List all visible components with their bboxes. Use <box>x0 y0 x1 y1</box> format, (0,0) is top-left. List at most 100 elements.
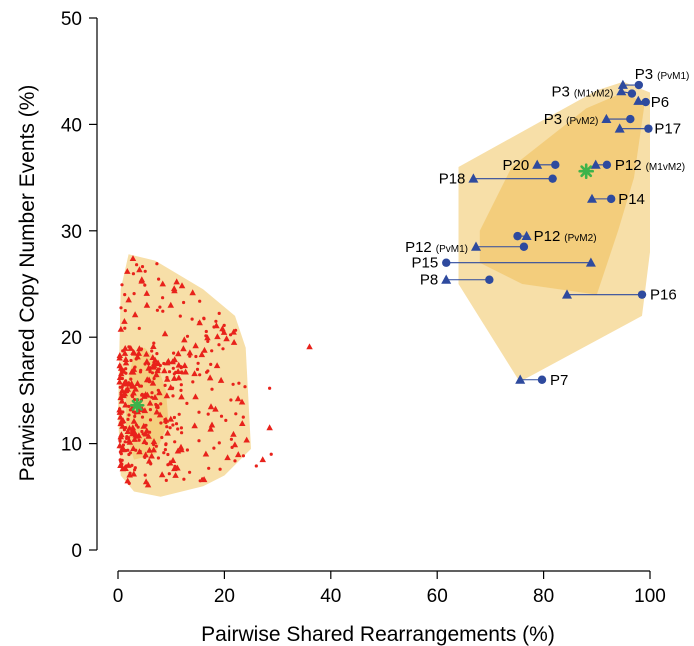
inter-patient-triangle <box>144 391 151 398</box>
inter-patient-triangle <box>217 376 225 383</box>
inter-patient-dot <box>229 437 233 441</box>
inter-patient-triangle <box>178 282 186 289</box>
pair-triangle-marker <box>614 123 625 133</box>
pair-label: P20 <box>502 157 529 174</box>
inter-patient-triangle <box>213 322 220 329</box>
pair-triangle-marker <box>562 289 572 299</box>
inter-patient-triangle <box>167 301 174 308</box>
pair-label-comparison: (PvM2) <box>566 116 598 127</box>
inter-patient-dot <box>194 354 198 359</box>
inter-patient-dot <box>118 363 122 367</box>
inter-patient-triangle <box>130 365 138 372</box>
pair-triangle-marker <box>471 241 481 251</box>
inter-patient-triangle <box>126 424 133 431</box>
inter-patient-centroid-star <box>129 398 145 413</box>
inter-patient-dot <box>154 374 159 378</box>
inter-patient-triangle <box>142 478 150 485</box>
inter-patient-dot <box>171 423 175 427</box>
inter-patient-triangle <box>138 276 146 283</box>
inter-patient-outlier-triangle <box>266 424 273 431</box>
inter-patient-triangle <box>124 428 132 434</box>
inter-patient-triangle <box>186 349 194 356</box>
inter-patient-triangle <box>128 380 135 387</box>
pair-circle-marker <box>634 80 644 90</box>
inter-patient-triangle <box>134 353 141 360</box>
inter-patient-dot <box>128 471 132 475</box>
inter-patient-dot <box>121 410 125 414</box>
inter-patient-dot <box>234 412 238 416</box>
inter-patient-dot <box>127 413 131 417</box>
inter-patient-triangle <box>161 367 168 374</box>
inter-patient-triangle <box>204 334 211 341</box>
inter-patient-dot <box>129 358 133 363</box>
pair-label: P3 (PvM1) <box>635 66 690 83</box>
inter-patient-triangle <box>146 457 153 464</box>
x-tick-label: 20 <box>214 586 235 607</box>
inter-patient-triangle <box>132 385 139 392</box>
inter-patient-dot <box>190 317 194 321</box>
pair-circle-marker <box>637 290 647 299</box>
pair-triangle-marker <box>587 193 597 203</box>
inter-patient-dot <box>124 367 128 371</box>
inter-patient-triangle <box>149 379 157 386</box>
inter-patient-triangle <box>163 392 171 399</box>
inter-patient-dot <box>198 299 202 303</box>
inter-patient-dot <box>120 283 124 287</box>
inter-patient-triangle <box>150 438 158 445</box>
inter-patient-dot <box>224 418 228 422</box>
inter-patient-triangle <box>124 268 131 274</box>
inter-patient-dot <box>132 385 136 389</box>
inter-patient-dot <box>195 367 200 371</box>
inter-patient-triangle <box>142 430 150 437</box>
inter-patient-dot <box>143 269 147 273</box>
inter-patient-dot <box>185 334 190 338</box>
inter-patient-dot <box>143 473 147 477</box>
inter-patient-dot <box>229 333 233 337</box>
inter-patient-dot <box>243 385 247 389</box>
inter-patient-dot <box>123 326 127 330</box>
inter-patient-dot <box>125 390 129 394</box>
pair-label: P16 <box>650 287 677 304</box>
inter-patient-dot <box>133 468 137 472</box>
inter-patient-triangle <box>143 290 150 296</box>
inter-patient-triangle <box>212 405 219 412</box>
inter-patient-dot <box>149 366 153 370</box>
inter-patient-dot <box>164 442 168 446</box>
y-axis-title: Pairwise Shared Copy Number Events (%) <box>16 85 39 482</box>
inter-patient-triangle <box>239 420 246 426</box>
inter-patient-dot <box>130 463 134 467</box>
pair-label-patient: P3 <box>635 66 653 83</box>
inter-patient-dot <box>207 466 211 470</box>
inter-patient-dot <box>132 292 136 296</box>
inter-patient-dot <box>131 272 135 276</box>
inter-patient-dot <box>179 426 183 430</box>
inter-patient-dot <box>130 430 134 434</box>
inter-patient-dot <box>166 452 170 457</box>
inter-patient-dot <box>155 262 159 266</box>
pair-triangle-marker <box>532 159 543 169</box>
inter-patient-dot <box>167 370 172 374</box>
y-tick-label: 50 <box>61 9 82 30</box>
inter-patient-dot <box>130 394 134 398</box>
inter-patient-triangle <box>231 441 239 448</box>
pair-circle-marker <box>513 231 522 241</box>
inter-patient-triangle <box>129 255 137 261</box>
inter-patient-dot <box>198 373 202 377</box>
inter-patient-dot <box>163 418 167 422</box>
inter-patient-dot <box>128 408 132 412</box>
inter-patient-dot <box>168 426 172 430</box>
inter-patient-triangle <box>189 289 196 296</box>
inter-patient-dot <box>148 430 152 434</box>
inter-patient-triangle <box>181 362 188 369</box>
inter-patient-dot <box>191 380 195 384</box>
inter-patient-triangle <box>148 452 155 459</box>
y-tick-label: 30 <box>61 222 82 243</box>
pair-triangle-marker <box>585 257 596 267</box>
inter-patient-triangle <box>156 411 164 418</box>
inter-patient-dot <box>206 339 210 343</box>
inter-patient-triangle <box>154 367 161 374</box>
inter-patient-outlier-dot <box>269 452 273 456</box>
inter-patient-dot <box>212 446 216 450</box>
pair-label-patient: P18 <box>439 171 466 188</box>
